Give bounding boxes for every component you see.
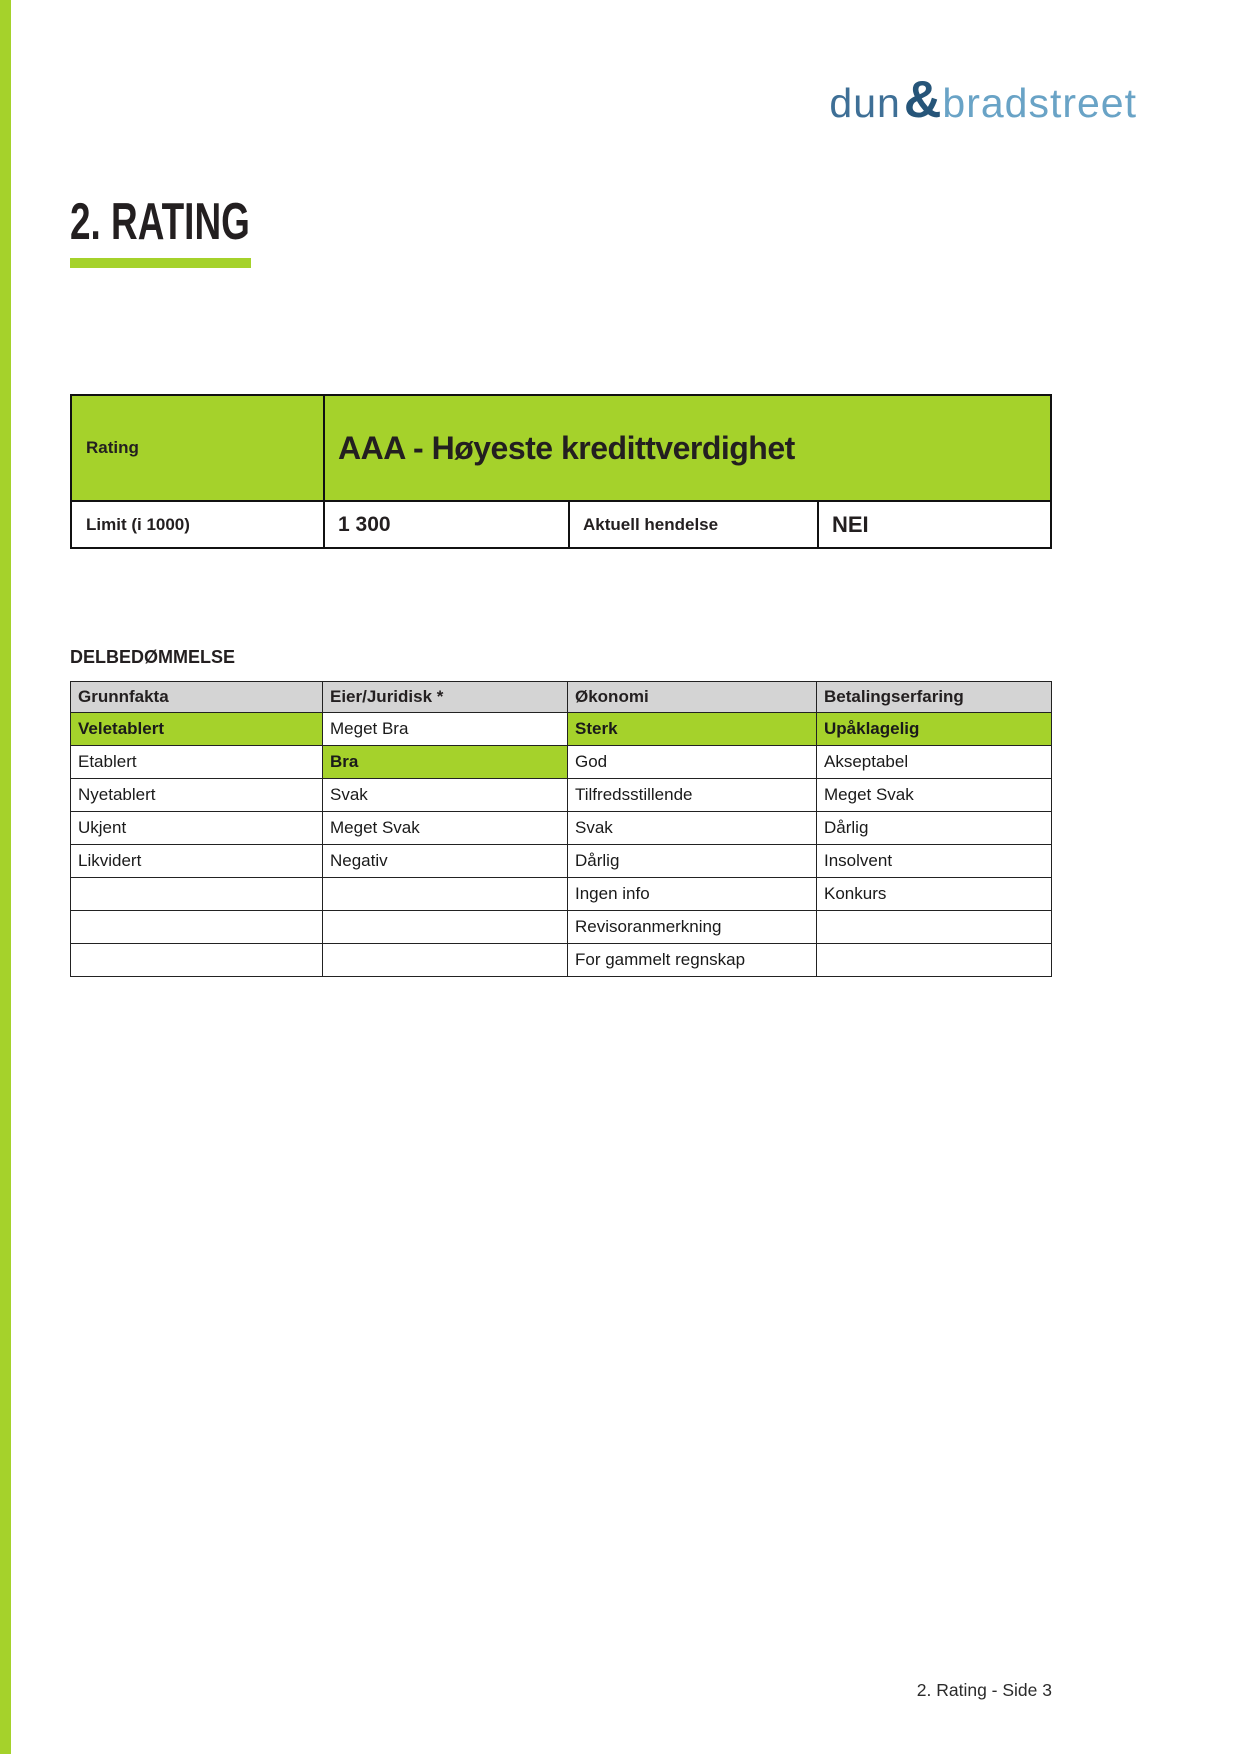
assessment-cell (71, 878, 322, 910)
assessment-table: Grunnfakta Eier/Juridisk * Økonomi Betal… (70, 681, 1052, 977)
assessment-cell: Tilfredsstillende (567, 779, 816, 811)
assessment-cell: Sterk (567, 713, 816, 745)
assessment-cell: Negativ (322, 845, 567, 877)
limit-value: 1 300 (323, 502, 568, 547)
title-underline (70, 258, 251, 268)
left-accent-bar (0, 0, 11, 1754)
col-header-betalingserfaring: Betalingserfaring (816, 682, 1051, 712)
assessment-cell: Meget Bra (322, 713, 567, 745)
rating-value: AAA - Høyeste kredittverdighet (323, 396, 1050, 500)
limit-row: Limit (i 1000) 1 300 Aktuell hendelse NE… (72, 500, 1050, 547)
assessment-cell (322, 944, 567, 976)
assessment-cell (816, 944, 1051, 976)
dun-bradstreet-logo: dun & bradstreet (829, 74, 1137, 132)
assessment-cell: Etablert (78, 752, 137, 771)
assessment-row: For gammelt regnskap (71, 943, 1051, 976)
aktuell-hendelse-label: Aktuell hendelse (568, 502, 817, 547)
aktuell-hendelse-value: NEI (817, 502, 1050, 547)
assessment-cell: Svak (567, 812, 816, 844)
assessment-cell: Ingen info (567, 878, 816, 910)
rating-table: Rating AAA - Høyeste kredittverdighet Li… (70, 394, 1052, 549)
assessment-cell: Likvidert (78, 851, 142, 870)
assessment-row: Veletablert Meget Bra Sterk Upåklagelig (71, 712, 1051, 745)
limit-label: Limit (i 1000) (86, 514, 190, 534)
assessment-cell: Meget Svak (816, 779, 1051, 811)
logo-dun-text: dun (829, 79, 901, 126)
assessment-row: Likvidert Negativ Dårlig Insolvent (71, 844, 1051, 877)
assessment-header-row: Grunnfakta Eier/Juridisk * Økonomi Betal… (71, 682, 1051, 712)
rating-label: Rating (86, 438, 139, 457)
assessment-cell (322, 878, 567, 910)
rating-row: Rating AAA - Høyeste kredittverdighet (72, 396, 1050, 500)
page-title: 2. RATING (70, 193, 250, 251)
assessment-cell: Konkurs (816, 878, 1051, 910)
assessment-row: Nyetablert Svak Tilfredsstillende Meget … (71, 778, 1051, 811)
assessment-cell (71, 944, 322, 976)
assessment-cell: For gammelt regnskap (567, 944, 816, 976)
col-header-grunnfakta: Grunnfakta (78, 687, 169, 706)
assessment-cell: Veletablert (71, 713, 322, 745)
logo-bradstreet-text: bradstreet (942, 79, 1137, 126)
assessment-cell: Dårlig (816, 812, 1051, 844)
page-footer: 2. Rating - Side 3 (916, 1680, 1052, 1700)
col-header-okonomi: Økonomi (567, 682, 816, 712)
assessment-cell: Ukjent (78, 818, 127, 837)
ampersand-logo-icon: & (903, 71, 942, 129)
assessment-cell: Svak (322, 779, 567, 811)
col-header-eier-juridisk: Eier/Juridisk * (322, 682, 567, 712)
assessment-cell: Upåklagelig (816, 713, 1051, 745)
assessment-row: Ukjent Meget Svak Svak Dårlig (71, 811, 1051, 844)
assessment-cell (322, 911, 567, 943)
assessment-cell (71, 911, 322, 943)
assessment-cell: Meget Svak (322, 812, 567, 844)
assessment-cell: Akseptabel (816, 746, 1051, 778)
assessment-row: Etablert Bra God Akseptabel (71, 745, 1051, 778)
assessment-cell: Nyetablert (78, 785, 156, 804)
assessment-row: Ingen info Konkurs (71, 877, 1051, 910)
assessment-cell: Dårlig (567, 845, 816, 877)
assessment-cell: Revisoranmerkning (567, 911, 816, 943)
assessment-cell: God (567, 746, 816, 778)
assessment-cell: Bra (322, 746, 567, 778)
delbedommelse-title: DELBEDØMMELSE (70, 647, 236, 667)
assessment-cell (816, 911, 1051, 943)
assessment-row: Revisoranmerkning (71, 910, 1051, 943)
assessment-cell: Insolvent (816, 845, 1051, 877)
